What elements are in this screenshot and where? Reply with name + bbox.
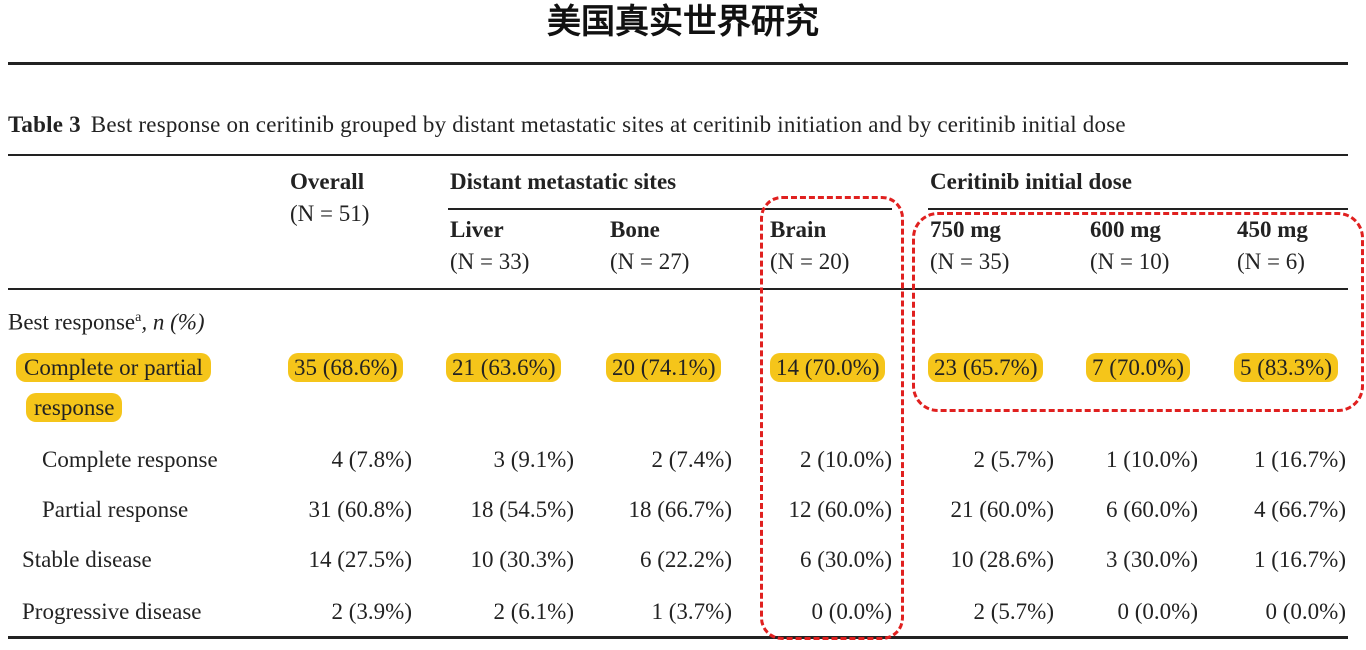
row-label-stable-disease: Stable disease bbox=[22, 547, 152, 572]
cell-450mg: 1 (16.7%) bbox=[1254, 447, 1346, 472]
cell-bone: 2 (7.4%) bbox=[651, 447, 732, 472]
cell-overall: 4 (7.8%) bbox=[331, 447, 412, 472]
cell-liver: 2 (6.1%) bbox=[493, 599, 574, 624]
header-liver: Liver (N = 33) bbox=[450, 217, 530, 274]
cell-brain: 2 (10.0%) bbox=[800, 447, 892, 472]
top-rule bbox=[8, 62, 1348, 65]
table-caption: Table 3 Best response on ceritinib groupe… bbox=[8, 112, 1126, 138]
cell-brain: 6 (30.0%) bbox=[800, 547, 892, 572]
row-label-complete-response: Complete response bbox=[42, 447, 218, 472]
cell-bone: 20 (74.1%) bbox=[606, 352, 722, 384]
cell-600mg: 0 (0.0%) bbox=[1117, 599, 1198, 624]
header-750mg: 750 mg (N = 35) bbox=[930, 217, 1010, 274]
cell-600mg: 7 (70.0%) bbox=[1086, 352, 1190, 384]
cell-brain: 12 (60.0%) bbox=[788, 497, 892, 522]
header-600mg: 600 mg (N = 10) bbox=[1090, 217, 1170, 274]
cell-bone: 1 (3.7%) bbox=[651, 599, 732, 624]
bottom-rule bbox=[8, 636, 1348, 639]
header-group-sites: Distant metastatic sites bbox=[450, 169, 677, 194]
cell-750mg: 2 (5.7%) bbox=[973, 599, 1054, 624]
cell-600mg: 1 (10.0%) bbox=[1106, 447, 1198, 472]
cell-brain: 14 (70.0%) bbox=[770, 352, 886, 384]
row-label-complete-or-partial-line2: response bbox=[26, 392, 123, 424]
dose-highlight-dashed-box bbox=[912, 212, 1364, 412]
cell-overall: 14 (27.5%) bbox=[308, 547, 412, 572]
cell-liver: 21 (63.6%) bbox=[446, 352, 562, 384]
sites-rule bbox=[448, 208, 892, 210]
cell-450mg: 4 (66.7%) bbox=[1254, 497, 1346, 522]
cell-600mg: 3 (30.0%) bbox=[1106, 547, 1198, 572]
cell-450mg: 1 (16.7%) bbox=[1254, 547, 1346, 572]
cell-liver: 18 (54.5%) bbox=[470, 497, 574, 522]
cell-750mg: 2 (5.7%) bbox=[973, 447, 1054, 472]
caption-rule bbox=[8, 154, 1348, 156]
cell-bone: 18 (66.7%) bbox=[628, 497, 732, 522]
header-450mg: 450 mg (N = 6) bbox=[1237, 217, 1308, 274]
cell-brain: 0 (0.0%) bbox=[811, 599, 892, 624]
header-bone: Bone (N = 27) bbox=[610, 217, 690, 274]
cell-liver: 10 (30.3%) bbox=[470, 547, 574, 572]
section-label: Best responsea, n (%) bbox=[8, 309, 205, 335]
cell-750mg: 21 (60.0%) bbox=[950, 497, 1054, 522]
cell-bone: 6 (22.2%) bbox=[640, 547, 732, 572]
cell-liver: 3 (9.1%) bbox=[493, 447, 574, 472]
header-overall: Overall (N = 51) bbox=[290, 169, 370, 226]
cell-overall: 35 (68.6%) bbox=[288, 352, 404, 384]
header-bottom-rule bbox=[8, 288, 1348, 290]
cell-450mg: 0 (0.0%) bbox=[1265, 599, 1346, 624]
row-label-complete-or-partial: Complete or partial bbox=[16, 352, 211, 384]
caption-text: Best response on ceritinib grouped by di… bbox=[90, 112, 1126, 137]
cell-overall: 31 (60.8%) bbox=[308, 497, 412, 522]
cell-overall: 2 (3.9%) bbox=[331, 599, 412, 624]
cell-450mg: 5 (83.3%) bbox=[1234, 352, 1338, 384]
row-label-partial-response: Partial response bbox=[42, 497, 189, 522]
cell-600mg: 6 (60.0%) bbox=[1106, 497, 1198, 522]
row-label-progressive-disease: Progressive disease bbox=[22, 599, 202, 624]
cell-750mg: 23 (65.7%) bbox=[928, 352, 1044, 384]
page-heading: 美国真实世界研究 bbox=[547, 2, 819, 42]
header-group-dose: Ceritinib initial dose bbox=[930, 169, 1132, 194]
caption-label: Table 3 bbox=[8, 112, 81, 137]
header-brain: Brain (N = 20) bbox=[770, 217, 850, 274]
brain-column-dashed-box bbox=[760, 196, 904, 640]
dose-rule bbox=[928, 208, 1348, 210]
cell-750mg: 10 (28.6%) bbox=[950, 547, 1054, 572]
